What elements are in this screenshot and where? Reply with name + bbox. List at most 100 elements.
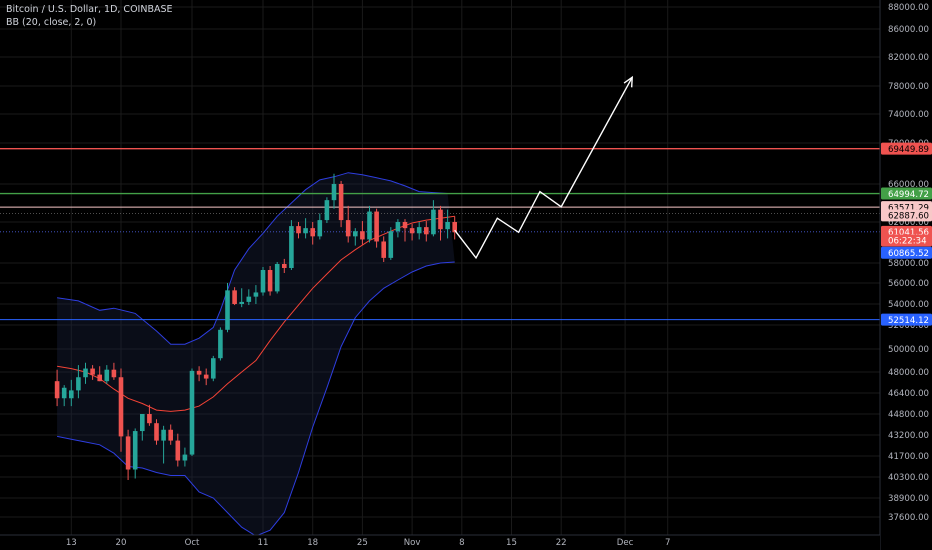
candle-up[interactable]	[253, 285, 259, 304]
candle-up[interactable]	[76, 365, 81, 399]
candle-down[interactable]	[118, 368, 124, 452]
time-axis-bg	[0, 535, 880, 550]
candle-body	[246, 296, 252, 302]
candle-up[interactable]	[331, 173, 337, 209]
candle-up[interactable]	[431, 200, 436, 237]
candle-up[interactable]	[367, 205, 372, 243]
candle-down[interactable]	[168, 424, 173, 445]
candle-up[interactable]	[189, 368, 195, 456]
candle-up[interactable]	[445, 209, 450, 239]
candle-up[interactable]	[274, 261, 280, 294]
candle-up[interactable]	[388, 227, 394, 260]
candle-body	[282, 264, 287, 268]
candle-down[interactable]	[111, 362, 117, 380]
candle-up[interactable]	[218, 327, 223, 361]
bb-fill	[57, 172, 455, 536]
time-tick-label: Oct	[185, 538, 200, 548]
candle-up[interactable]	[289, 220, 294, 270]
candle-up[interactable]	[132, 428, 138, 479]
candle-body	[90, 368, 95, 375]
candle-up[interactable]	[140, 414, 145, 441]
candle-body	[374, 211, 379, 242]
horizontal-price-lines[interactable]	[0, 147, 880, 321]
time-tick-label: Nov	[404, 538, 421, 548]
candle-down[interactable]	[296, 222, 301, 239]
candle-body	[310, 228, 315, 237]
time-axis[interactable]: 13 20 Oct 11 18 25 Nov 8 15 22 Dec 7	[0, 534, 880, 550]
candle-body	[345, 220, 351, 237]
candle-down[interactable]	[409, 224, 415, 241]
candle-up[interactable]	[324, 197, 330, 224]
time-tick-label: 18	[307, 538, 318, 548]
candlestick-series[interactable]	[54, 173, 457, 480]
bb-basis-line	[57, 215, 455, 412]
price-badge-label: 64994.72	[888, 190, 929, 200]
candle-down[interactable]	[154, 419, 159, 445]
candle-up[interactable]	[317, 213, 323, 240]
candle-down[interactable]	[360, 221, 365, 245]
candle-body	[104, 369, 110, 382]
candle-down[interactable]	[381, 236, 386, 262]
candle-down[interactable]	[203, 368, 209, 386]
candle-down[interactable]	[175, 433, 181, 467]
candle-down[interactable]	[196, 366, 202, 382]
candle-body	[431, 209, 436, 235]
candle-down[interactable]	[402, 219, 408, 242]
candle-up[interactable]	[211, 355, 216, 382]
candle-down[interactable]	[232, 287, 237, 306]
candle-body	[239, 301, 244, 304]
candle-down[interactable]	[267, 266, 273, 296]
indicator-legend[interactable]: BB (20, close, 2, 0)	[6, 17, 97, 28]
candle-down[interactable]	[452, 216, 457, 240]
candle-up[interactable]	[182, 447, 188, 467]
candle-up[interactable]	[260, 267, 266, 296]
candle-up[interactable]	[353, 228, 358, 246]
price-tick-label: 46400.00	[888, 389, 929, 399]
candle-body	[61, 387, 67, 399]
candle-body	[438, 209, 443, 230]
candle-body	[83, 368, 88, 378]
price-tick-label: 54000.00	[888, 300, 929, 310]
candle-up[interactable]	[303, 218, 308, 239]
candle-up[interactable]	[83, 362, 88, 384]
price-tick-label: 78000.00	[888, 82, 929, 92]
candle-down[interactable]	[345, 205, 351, 243]
candle-up[interactable]	[69, 379, 74, 407]
candle-down[interactable]	[310, 222, 315, 245]
candle-up[interactable]	[104, 365, 110, 384]
candle-up[interactable]	[246, 289, 252, 306]
candle-body	[175, 440, 181, 461]
candle-body	[111, 369, 117, 378]
candle-up[interactable]	[395, 219, 401, 238]
candle-up[interactable]	[239, 288, 244, 308]
price-badge-label: 52514.12	[888, 316, 929, 326]
candle-down[interactable]	[374, 208, 379, 248]
price-axis[interactable]: 88000.00 86000.00 82000.00 78000.00 74000.00…	[879, 0, 932, 550]
candle-body	[161, 429, 166, 441]
candle-down[interactable]	[338, 180, 344, 228]
candle-body	[303, 228, 308, 234]
candle-down[interactable]	[54, 369, 60, 407]
projection-line[interactable]	[454, 76, 633, 260]
price-tick-label: 44800.00	[888, 410, 929, 420]
candle-body	[54, 381, 60, 399]
candle-up[interactable]	[161, 425, 166, 464]
candle-up[interactable]	[225, 283, 230, 333]
candle-down[interactable]	[97, 366, 102, 382]
candle-up[interactable]	[416, 222, 422, 240]
candle-down[interactable]	[438, 205, 443, 241]
candle-down[interactable]	[282, 258, 287, 273]
chart-title[interactable]: Bitcoin / U.S. Dollar, 1D, COINBASE	[6, 4, 173, 15]
price-tick-label: 88000.00	[888, 3, 929, 13]
candle-body	[225, 290, 230, 330]
projection-path[interactable]	[454, 75, 633, 260]
candle-up[interactable]	[61, 385, 67, 407]
candle-down[interactable]	[90, 365, 95, 380]
candle-down[interactable]	[424, 221, 429, 242]
candle-down[interactable]	[147, 404, 152, 426]
candle-down[interactable]	[125, 429, 131, 480]
candle-body	[203, 374, 209, 379]
